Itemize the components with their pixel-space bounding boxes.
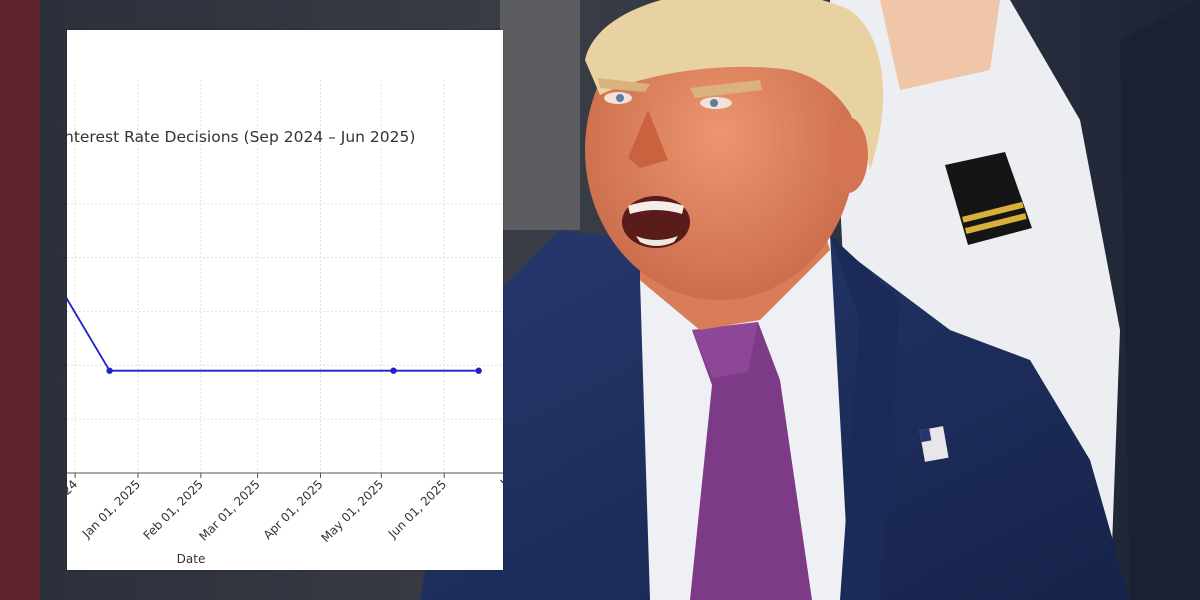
data-point-0-0 <box>106 367 113 374</box>
series-line-0 <box>67 297 479 372</box>
main-figure-brow-left <box>598 78 650 92</box>
x-tick-label-1: Jan 01, 2025 <box>79 477 143 541</box>
chart-title: nterest Rate Decisions (Sep 2024 – Jun 2… <box>67 128 415 146</box>
main-figure-teeth-top <box>628 201 684 214</box>
tie-knot <box>692 322 758 378</box>
main-figure-ear <box>828 117 868 193</box>
background-figure-left <box>0 0 40 600</box>
background-figure-center <box>500 0 580 230</box>
x-tick-label-6: Jun 01, 2025 <box>385 477 449 541</box>
officer-neck <box>880 0 1000 90</box>
main-figure-brow-right <box>690 80 762 98</box>
main-figure-nose <box>628 110 668 168</box>
x-tick-label-4: Apr 01, 2025 <box>261 477 326 542</box>
axis-layer <box>67 472 503 478</box>
main-figure-iris-left <box>616 94 624 102</box>
chart-card: 24 Jan 01, 2025 Feb 01, 2025 Mar 01, 2025 Ap… <box>67 30 503 570</box>
x-tick-label-3: Mar 01, 2025 <box>196 477 262 543</box>
grid-layer <box>67 80 503 473</box>
x-tick-label-7: J <box>497 477 503 490</box>
background-figure-right <box>1120 0 1200 600</box>
x-axis-label: Date <box>177 552 206 566</box>
main-figure-tie <box>690 322 812 600</box>
x-tick-label-0: 24 <box>67 477 80 498</box>
shoulder-stripe-1 <box>962 201 1024 223</box>
data-point-0-2 <box>475 367 482 374</box>
main-figure-lapel <box>830 235 900 600</box>
main-figure-hair <box>585 0 884 170</box>
shoulder-stripe-2 <box>965 213 1027 234</box>
flag-pin-canton <box>919 428 932 443</box>
main-figure-teeth-bottom <box>636 236 678 246</box>
data-point-0-1 <box>390 367 397 374</box>
series-layer <box>67 297 482 374</box>
main-figure-iris-right <box>710 99 718 107</box>
x-tick-label-5: May 01, 2025 <box>319 477 387 545</box>
